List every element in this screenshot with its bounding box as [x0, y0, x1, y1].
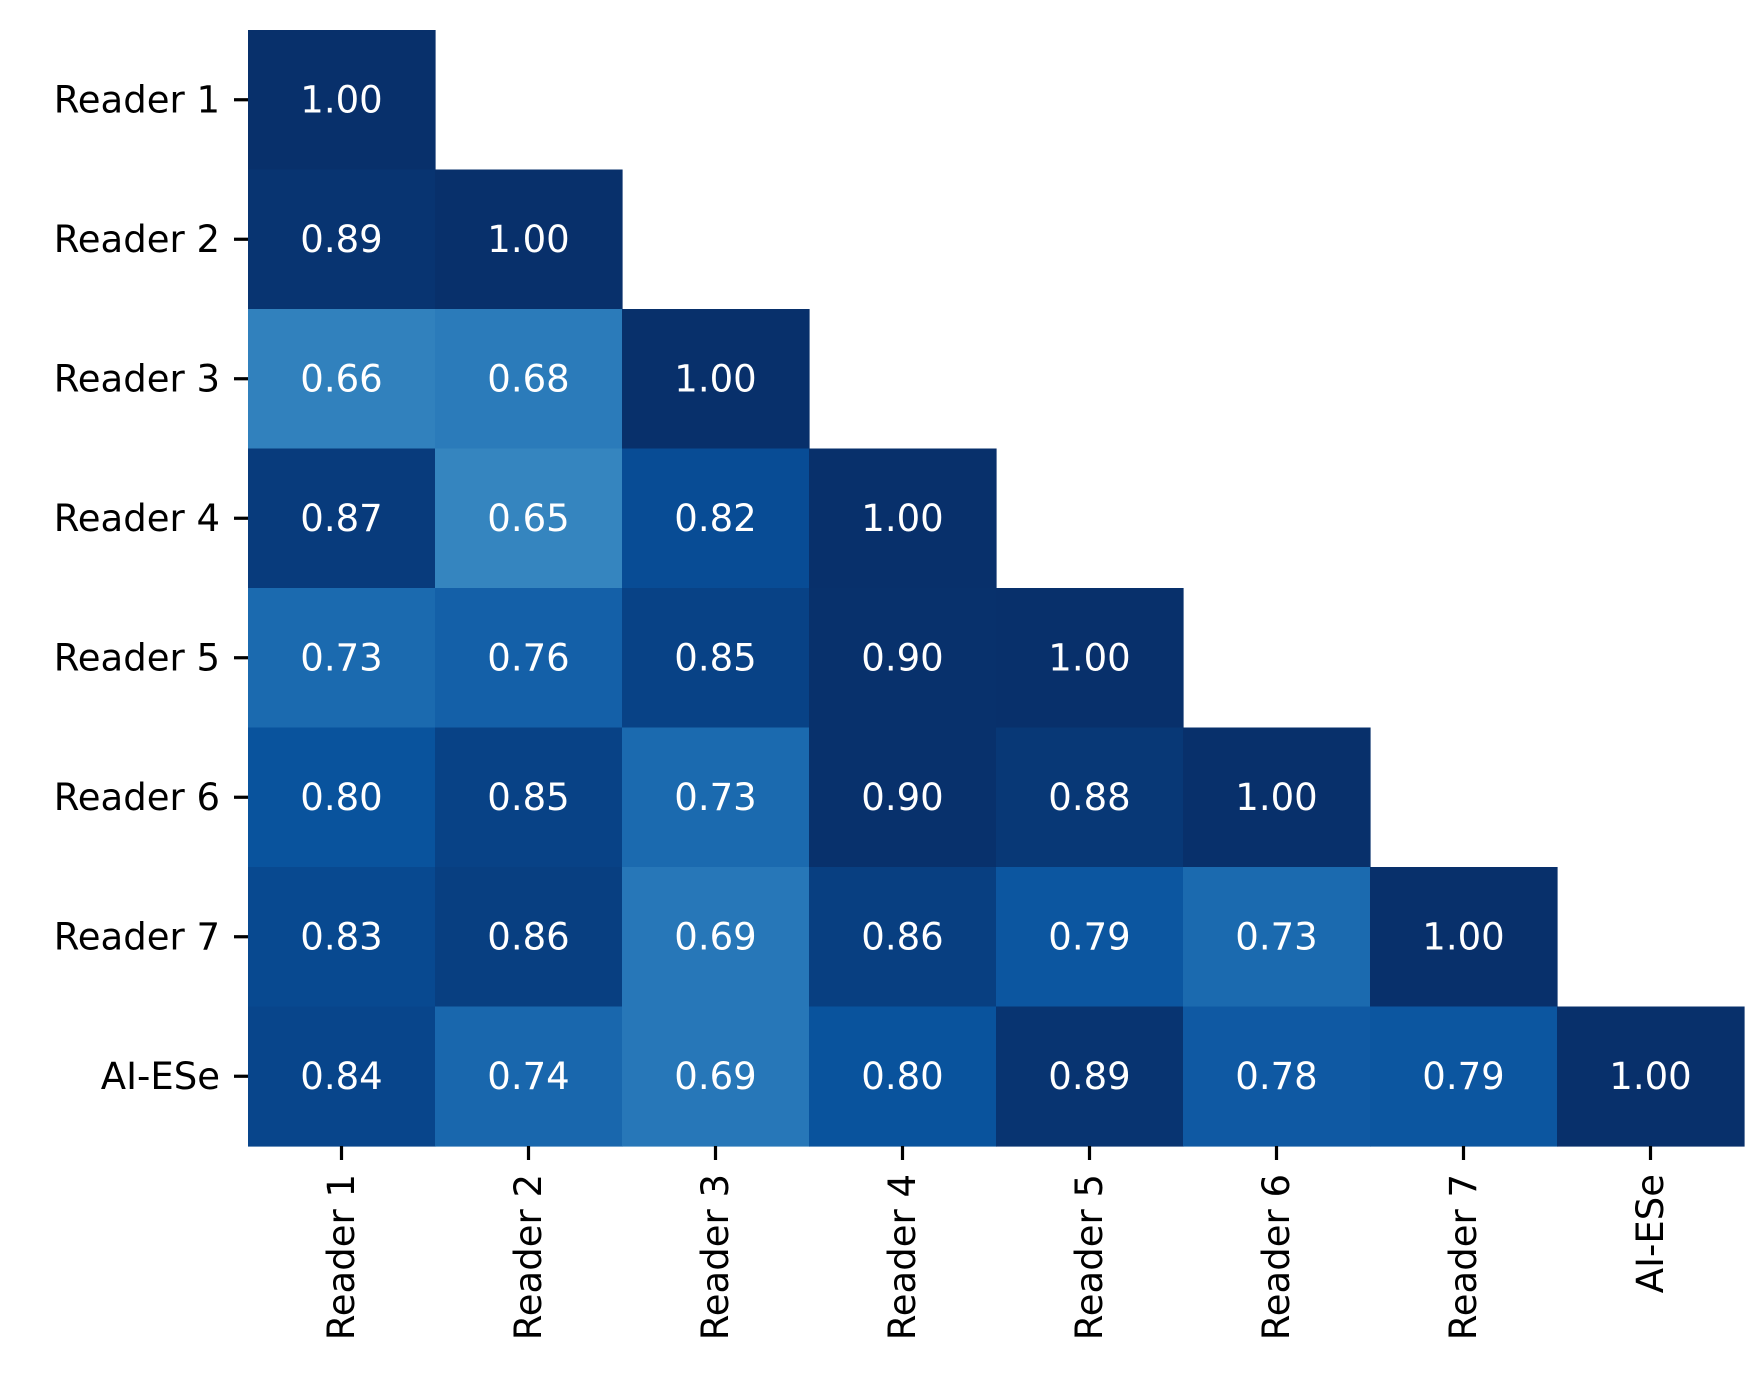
heatmap-cell — [996, 588, 1184, 729]
y-tick-label: Reader 6 — [54, 776, 220, 819]
heatmap-cell — [1370, 867, 1558, 1008]
heatmap-cell — [435, 448, 623, 589]
cell-value-label: 0.89 — [300, 218, 382, 261]
cell-value-label: 1.00 — [1609, 1055, 1691, 1098]
y-tick-label: AI-ESe — [101, 1055, 220, 1098]
y-tick-label: Reader 2 — [54, 218, 220, 261]
cell-value-label: 1.00 — [861, 497, 943, 540]
y-tick-label: Reader 4 — [54, 497, 220, 540]
cell-value-label: 1.00 — [674, 357, 756, 400]
heatmap-cell — [248, 448, 436, 589]
heatmap-cell — [248, 867, 436, 1008]
cell-value-label: 0.82 — [674, 497, 756, 540]
cell-value-label: 0.69 — [674, 1055, 756, 1098]
heatmap-cell — [996, 867, 1184, 1008]
cell-value-label: 0.68 — [487, 357, 569, 400]
y-axis: Reader 1 Reader 2 Reader 3 Reader 4 Reader 5… — [54, 78, 248, 1098]
cell-value-label: 0.80 — [861, 1055, 943, 1098]
heatmap-cell — [248, 588, 436, 729]
heatmap-cell — [622, 1006, 810, 1147]
x-tick-label: Reader 4 — [881, 1174, 924, 1340]
heatmap-cell — [1183, 1006, 1371, 1147]
heatmap-cell — [996, 727, 1184, 868]
x-tick-label: Reader 6 — [1255, 1174, 1298, 1340]
heatmap-cell — [435, 169, 623, 310]
cell-value-label: 1.00 — [1048, 636, 1130, 679]
cell-value-label: 1.00 — [300, 78, 382, 121]
heatmap-cell — [435, 1006, 623, 1147]
x-tick-label: AI-ESe — [1629, 1174, 1672, 1293]
x-tick-label: Reader 2 — [507, 1174, 550, 1340]
heatmap-cell — [1557, 1006, 1745, 1147]
heatmap-cell — [435, 588, 623, 729]
cell-value-label: 0.85 — [674, 636, 756, 679]
heatmap-cells: 1.00 0.89 1.00 0.66 0.68 1.00 0.87 0.65 0.82 1.00… — [248, 30, 1745, 1147]
heatmap-cell — [248, 1006, 436, 1147]
cell-value-label: 0.69 — [674, 915, 756, 958]
heatmap-cell — [809, 448, 997, 589]
cell-value-label: 0.80 — [300, 776, 382, 819]
heatmap-cell — [1183, 867, 1371, 1008]
cell-value-label: 0.83 — [300, 915, 382, 958]
heatmap-cell — [248, 169, 436, 310]
x-tick-label: Reader 1 — [320, 1174, 363, 1340]
cell-value-label: 1.00 — [487, 218, 569, 261]
heatmap-cell — [622, 448, 810, 589]
x-tick-label: Reader 7 — [1442, 1174, 1485, 1340]
x-tick-label: Reader 5 — [1068, 1174, 1111, 1340]
heatmap-cell — [809, 588, 997, 729]
y-tick-label: Reader 5 — [54, 636, 220, 679]
heatmap-cell — [809, 727, 997, 868]
heatmap-cell — [1370, 1006, 1558, 1147]
heatmap-cell — [809, 867, 997, 1008]
cell-value-label: 0.88 — [1048, 776, 1130, 819]
heatmap-cell — [248, 727, 436, 868]
x-axis: Reader 1 Reader 2 Reader 3 Reader 4 Reader 5… — [320, 1146, 1672, 1340]
cell-value-label: 0.89 — [1048, 1055, 1130, 1098]
cell-value-label: 0.86 — [487, 915, 569, 958]
cell-value-label: 0.76 — [487, 636, 569, 679]
cell-value-label: 0.73 — [1235, 915, 1317, 958]
heatmap-cell — [435, 867, 623, 1008]
cell-value-label: 0.79 — [1422, 1055, 1504, 1098]
cell-value-label: 0.73 — [300, 636, 382, 679]
heatmap-cell — [809, 1006, 997, 1147]
cell-value-label: 0.65 — [487, 497, 569, 540]
cell-value-label: 0.90 — [861, 636, 943, 679]
cell-value-label: 0.86 — [861, 915, 943, 958]
cell-value-label: 0.79 — [1048, 915, 1130, 958]
cell-value-label: 0.85 — [487, 776, 569, 819]
cell-value-label: 0.73 — [674, 776, 756, 819]
cell-value-label: 0.78 — [1235, 1055, 1317, 1098]
cell-value-label: 0.74 — [487, 1055, 569, 1098]
heatmap-cell — [622, 727, 810, 868]
cell-value-label: 0.87 — [300, 497, 382, 540]
heatmap-cell — [622, 867, 810, 1008]
heatmap-cell — [248, 309, 436, 450]
heatmap-cell — [435, 727, 623, 868]
x-tick-label: Reader 3 — [694, 1174, 737, 1340]
heatmap-cell — [248, 30, 436, 171]
cell-value-label: 1.00 — [1422, 915, 1504, 958]
cell-value-label: 0.84 — [300, 1055, 382, 1098]
heatmap-cell — [996, 1006, 1184, 1147]
cell-value-label: 1.00 — [1235, 776, 1317, 819]
cell-value-label: 0.90 — [861, 776, 943, 819]
y-tick-label: Reader 7 — [54, 915, 220, 958]
cell-value-label: 0.66 — [300, 357, 382, 400]
y-tick-label: Reader 1 — [54, 78, 220, 121]
heatmap-cell — [622, 588, 810, 729]
heatmap-cell — [435, 309, 623, 450]
heatmap-cell — [622, 309, 810, 450]
heatmap-cell — [1183, 727, 1371, 868]
y-tick-label: Reader 3 — [54, 357, 220, 400]
